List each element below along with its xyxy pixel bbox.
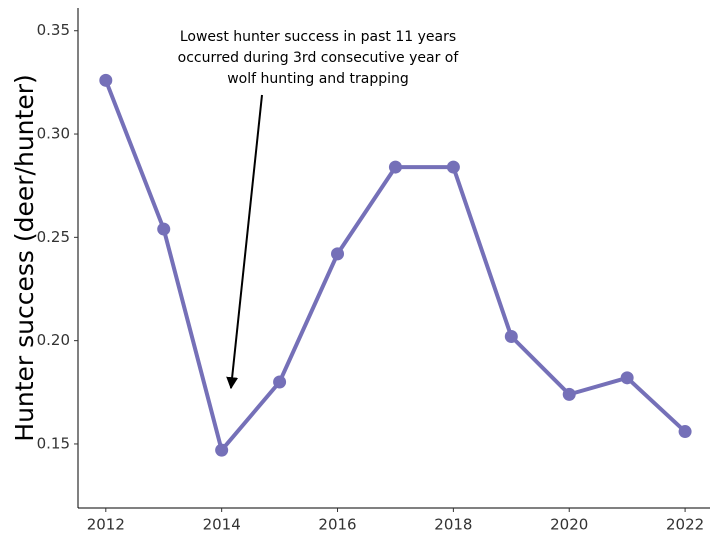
data-point bbox=[446, 160, 460, 174]
y-tick-label: 0.25 bbox=[37, 228, 70, 246]
data-point bbox=[562, 387, 576, 401]
x-tick-label: 2020 bbox=[550, 516, 588, 534]
x-tick-label: 2016 bbox=[318, 516, 356, 534]
annotation-arrow bbox=[226, 94, 263, 390]
data-point bbox=[273, 375, 287, 389]
data-point bbox=[620, 371, 634, 385]
x-tick-label: 2014 bbox=[203, 516, 241, 534]
data-point bbox=[99, 73, 113, 87]
annotation: wolf hunting and trapping bbox=[227, 71, 409, 87]
x-tick-label: 2018 bbox=[434, 516, 472, 534]
data-point bbox=[331, 247, 345, 261]
series-line bbox=[103, 79, 687, 453]
data-point bbox=[388, 160, 402, 174]
y-tick-label: 0.35 bbox=[37, 21, 70, 39]
annotation: occurred during 3rd consecutive year of bbox=[178, 50, 460, 66]
data-point bbox=[215, 443, 229, 457]
data-point bbox=[504, 330, 518, 344]
y-tick-label: 0.20 bbox=[37, 331, 70, 349]
x-tick-label: 2022 bbox=[666, 516, 704, 534]
y-tick-label: 0.15 bbox=[37, 434, 70, 452]
y-tick-label: 0.30 bbox=[37, 125, 70, 143]
y-axis-title: Hunter success (deer/hunter) bbox=[10, 74, 39, 441]
x-tick-label: 2012 bbox=[87, 516, 125, 534]
data-point bbox=[678, 425, 692, 439]
annotation: Lowest hunter success in past 11 years bbox=[180, 29, 456, 45]
data-point bbox=[157, 222, 171, 236]
